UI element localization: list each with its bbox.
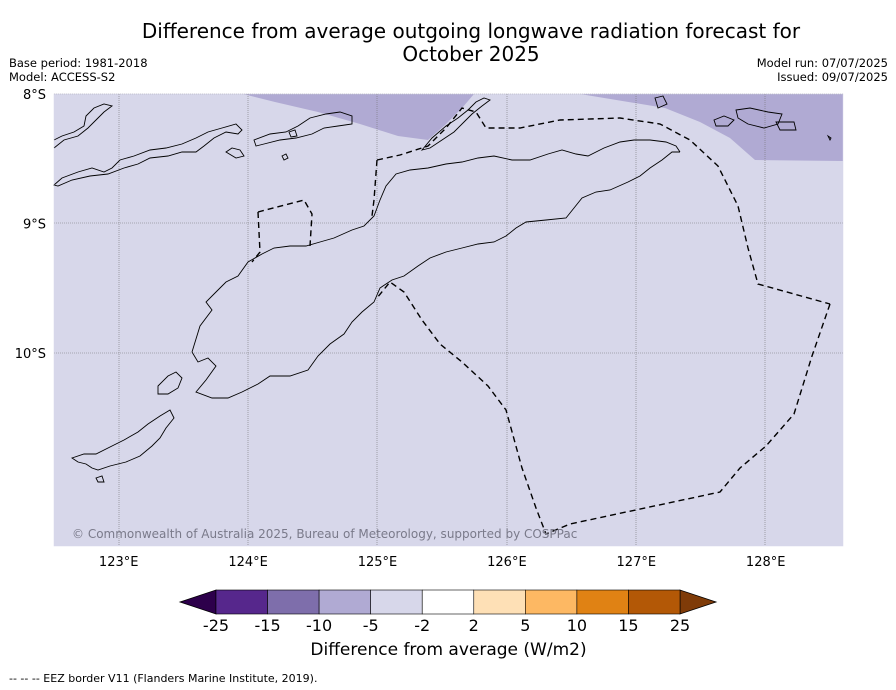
axis-tick-labels: 123°E 124°E 125°E 126°E 127°E 128°E 8°S 9°S 10°S xyxy=(15,88,786,570)
eez-border xyxy=(251,107,831,535)
flores-coastline xyxy=(53,123,243,187)
leti-island xyxy=(713,115,735,127)
colorbar-tick-label: 15 xyxy=(618,616,638,635)
copyright-text: © Commonwealth of Australia 2025, Bureau… xyxy=(72,527,577,541)
colorbar-tick-label: -25 xyxy=(203,616,229,635)
colorbar: -25 -15 -10 -5 -2 2 5 10 15 25 xyxy=(178,589,718,635)
colorbar-segment xyxy=(525,589,578,615)
rote-coastline xyxy=(70,409,175,471)
issued-text: Issued: 09/07/2025 xyxy=(777,70,888,84)
semau-island xyxy=(157,371,183,395)
colorbar-over-arrow xyxy=(679,589,718,615)
colorbar-segment xyxy=(576,589,629,615)
anomaly-patch-east xyxy=(580,94,843,161)
map-background xyxy=(54,94,843,546)
lon-tick-label: 123°E xyxy=(99,555,139,570)
colorbar-label: Difference from average (W/m2) xyxy=(310,640,587,660)
colorbar-segment xyxy=(421,589,475,615)
small-island-b xyxy=(288,129,298,138)
model-text: Model: ACCESS-S2 xyxy=(9,70,116,84)
map-panel: © Commonwealth of Australia 2025, Bureau… xyxy=(53,93,844,547)
header-left: Base period: 1981-2018 Model: ACCESS-S2 xyxy=(9,56,148,84)
colorbar-tick-label: 2 xyxy=(469,616,479,635)
model-run-text: Model run: 07/07/2025 xyxy=(756,56,888,70)
alor-coastline xyxy=(253,111,353,147)
coastlines xyxy=(53,95,832,483)
colorbar-tick-label: 25 xyxy=(670,616,690,635)
eez-line-north xyxy=(376,107,831,305)
lakor-island xyxy=(775,121,797,131)
lat-tick-label: 9°S xyxy=(23,218,46,233)
chart-title: Difference from average outgoing longwav… xyxy=(141,19,801,66)
timor-south-coast xyxy=(191,151,680,399)
colorbar-tick-label: -10 xyxy=(306,616,332,635)
base-period-text: Base period: 1981-2018 xyxy=(9,56,148,70)
colorbar-under-arrow xyxy=(178,589,217,615)
anomaly-patch-west xyxy=(243,94,474,140)
header-right: Model run: 07/07/2025 Issued: 09/07/2025 xyxy=(757,56,888,84)
colorbar-segment xyxy=(473,589,526,615)
colorbar-segment xyxy=(628,589,681,615)
moa-island xyxy=(735,107,783,129)
eez-line-inner xyxy=(371,159,378,217)
colorbar-tick-label: 10 xyxy=(567,616,587,635)
lon-tick-label: 125°E xyxy=(358,555,398,570)
colorbar-tick-label: -5 xyxy=(363,616,379,635)
lat-tick-label: 10°S xyxy=(15,347,46,362)
pantar-coastline xyxy=(225,147,245,159)
colorbar-segment xyxy=(318,589,371,615)
lon-tick-label: 128°E xyxy=(746,555,786,570)
colorbar-tick-label: -15 xyxy=(254,616,280,635)
colorbar-segment xyxy=(267,589,320,615)
colorbar-tick-label: -2 xyxy=(414,616,430,635)
lat-tick-label: 8°S xyxy=(23,88,46,103)
eez-line-south xyxy=(376,281,831,535)
footer-text: -- -- -- EEZ border V11 (Flanders Marine… xyxy=(9,672,318,685)
kisar-island xyxy=(654,95,668,109)
lon-tick-label: 124°E xyxy=(228,555,268,570)
timor-north-coast xyxy=(191,139,681,353)
eez-enclave xyxy=(251,199,313,263)
lon-tick-label: 126°E xyxy=(487,555,527,570)
lon-tick-label: 127°E xyxy=(617,555,657,570)
map-frame xyxy=(53,93,844,547)
small-island-a xyxy=(281,153,289,161)
colorbar-tick-label: 5 xyxy=(520,616,530,635)
ndao-island xyxy=(95,475,105,483)
colorbar-segment xyxy=(215,589,268,615)
colorbar-segment xyxy=(370,589,423,615)
flores-north-coast xyxy=(53,103,114,149)
sermata-islet xyxy=(826,134,832,142)
